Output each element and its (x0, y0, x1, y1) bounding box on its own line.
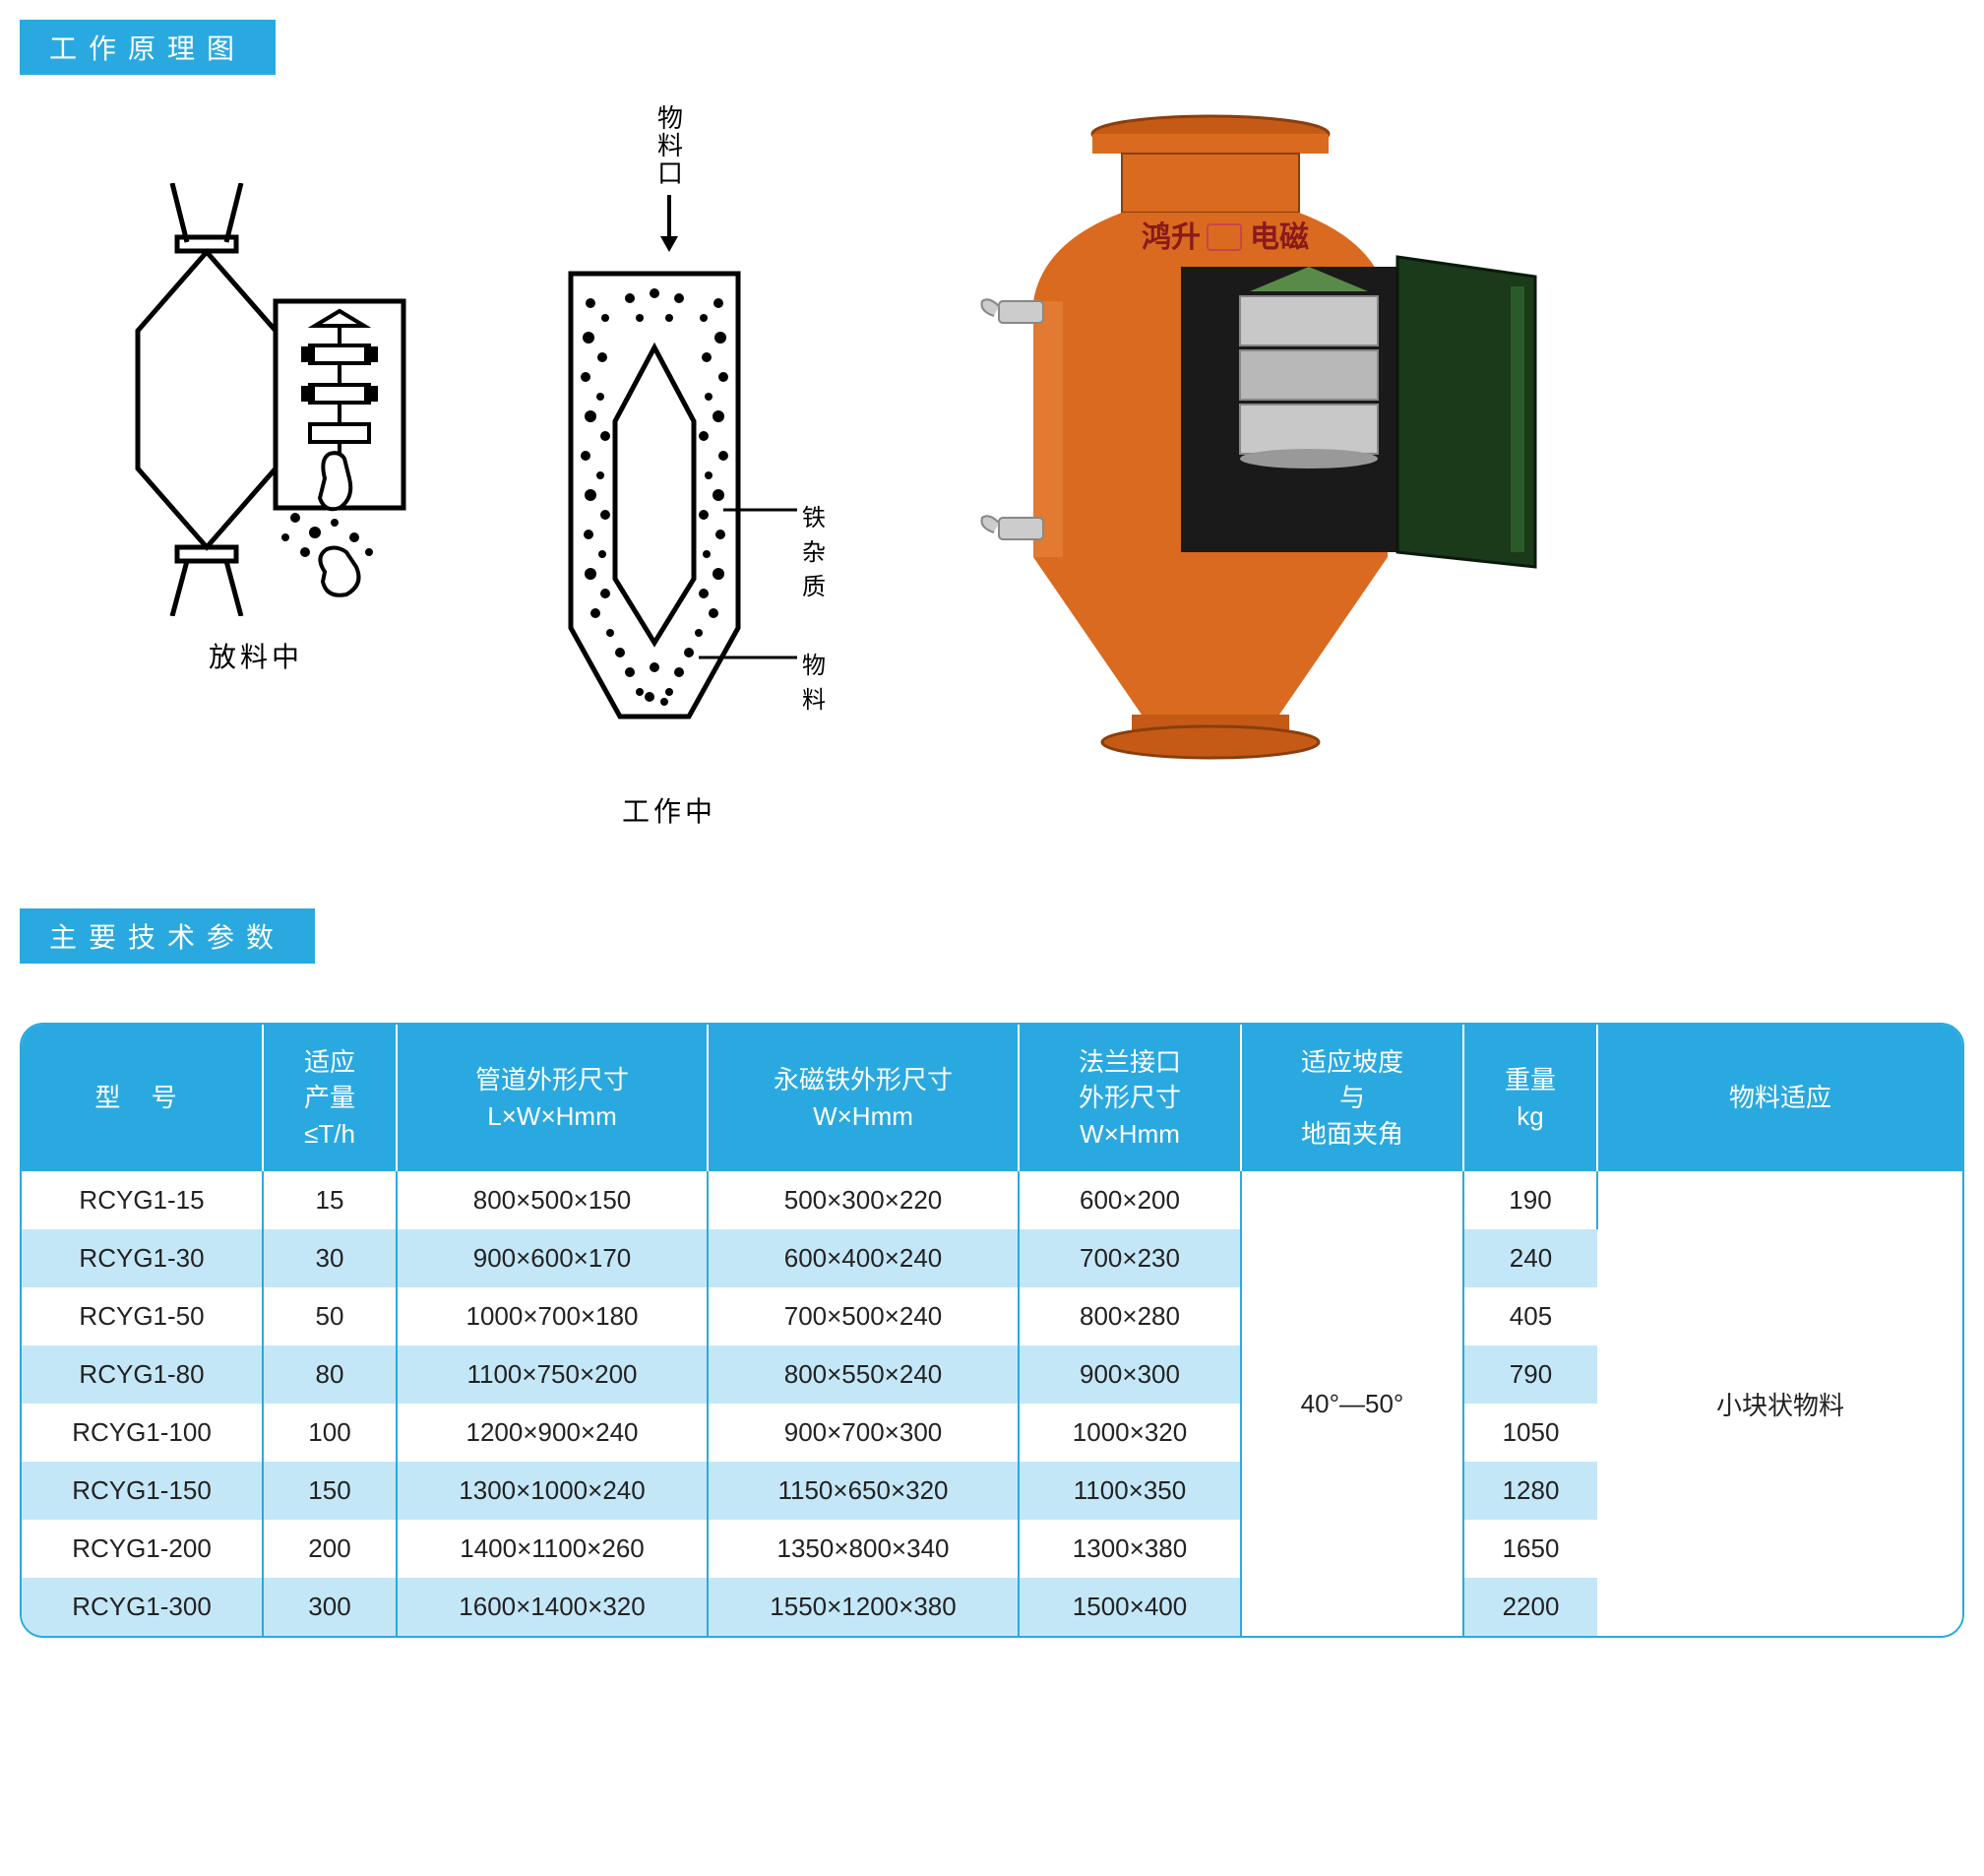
section1-header: 工作原理图 (20, 20, 276, 75)
diagram-left: 放料中 (79, 183, 433, 675)
callout-material: 物料 (802, 646, 846, 715)
diagram-middle-svg (492, 254, 846, 766)
col-magnet: 永磁铁外形尺寸W×Hmm (708, 1025, 1019, 1171)
section2-header: 主要技术参数 (20, 908, 315, 964)
table-row: RCYG1-15 15 800×500×150 500×300×220 600×… (22, 1171, 1962, 1229)
table-header-row: 型 号 适应产量≤T/h 管道外形尺寸L×W×Hmm 永磁铁外形尺寸W×Hmm … (22, 1025, 1962, 1171)
spec-table: 型 号 适应产量≤T/h 管道外形尺寸L×W×Hmm 永磁铁外形尺寸W×Hmm … (22, 1025, 1962, 1636)
col-weight: 重量kg (1463, 1025, 1597, 1171)
diagram-middle: 物料口 (492, 104, 846, 830)
product-photo: 鸿升 电磁 (945, 104, 1555, 793)
diagram-left-svg (79, 183, 433, 616)
angle-merged: 40°—50° (1241, 1171, 1463, 1636)
callout-iron: 铁杂质 (802, 498, 846, 601)
inlet-label: 物料口 (651, 104, 688, 187)
product-photo-svg: 鸿升 电磁 (945, 104, 1555, 793)
col-material: 物料适应 (1597, 1025, 1962, 1171)
col-flange: 法兰接口外形尺寸W×Hmm (1019, 1025, 1241, 1171)
arrow-down-icon (654, 195, 684, 254)
diagram-middle-caption: 工作中 (622, 790, 716, 830)
col-pipe: 管道外形尺寸L×W×Hmm (397, 1025, 708, 1171)
spec-table-wrap: 型 号 适应产量≤T/h 管道外形尺寸L×W×Hmm 永磁铁外形尺寸W×Hmm … (20, 1023, 1964, 1638)
svg-text:电磁: 电磁 (1250, 220, 1309, 254)
diagrams-row: 放料中 物料口 (20, 104, 1964, 830)
table-body: RCYG1-15 15 800×500×150 500×300×220 600×… (22, 1171, 1962, 1636)
col-angle: 适应坡度与地面夹角 (1241, 1025, 1463, 1171)
col-capacity: 适应产量≤T/h (263, 1025, 397, 1171)
col-model: 型 号 (22, 1025, 263, 1171)
brand-text: 鸿升 (1142, 221, 1201, 254)
diagram-left-caption: 放料中 (209, 636, 303, 675)
material-merged: 小块状物料 (1597, 1171, 1962, 1636)
